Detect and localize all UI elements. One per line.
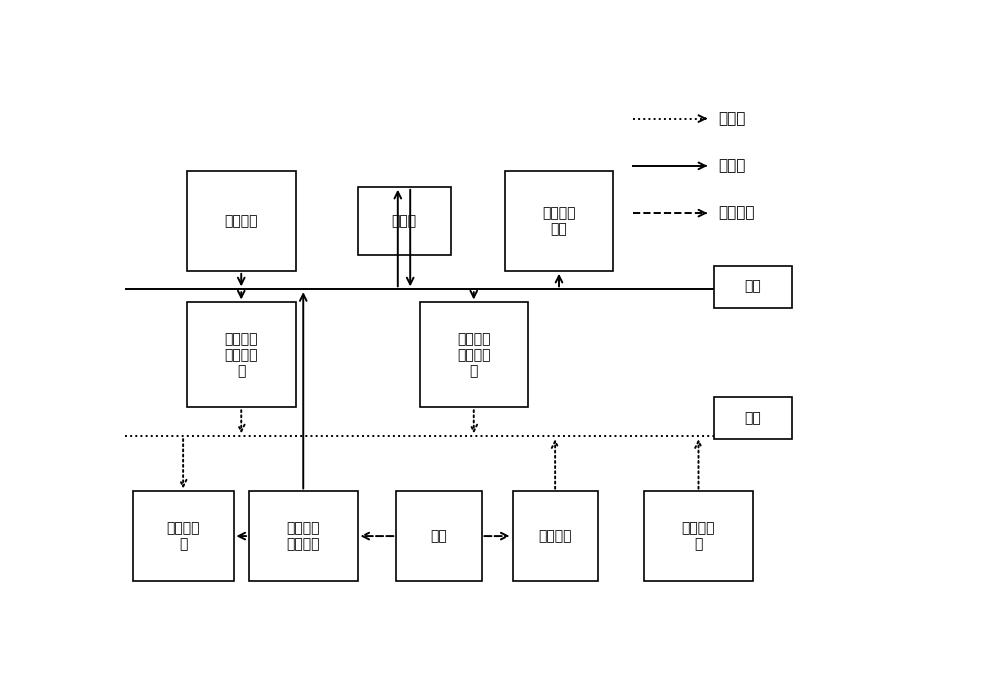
Bar: [358, 187, 450, 255]
Text: 空气源热
泵换热装
置: 空气源热 泵换热装 置: [457, 331, 490, 378]
Text: 热网: 热网: [744, 411, 761, 425]
Text: 光伏发电: 光伏发电: [224, 214, 258, 228]
Text: 设施农业
装置: 设施农业 装置: [542, 206, 576, 236]
Text: 锂电池: 锂电池: [391, 214, 417, 228]
Text: 热能流: 热能流: [718, 111, 745, 126]
Bar: [249, 492, 358, 581]
Bar: [714, 266, 792, 308]
Bar: [714, 397, 792, 439]
Bar: [187, 171, 296, 271]
Text: 吸收式热
泵: 吸收式热 泵: [166, 521, 200, 551]
Text: 电能流: 电能流: [718, 158, 745, 173]
Bar: [644, 492, 753, 581]
Bar: [187, 302, 296, 407]
Text: 沼气: 沼气: [430, 529, 447, 543]
Bar: [396, 492, 482, 581]
Text: 电网: 电网: [744, 280, 761, 294]
Text: 小型沼气
发电装置: 小型沼气 发电装置: [287, 521, 320, 551]
Bar: [505, 171, 613, 271]
Bar: [512, 492, 598, 581]
Text: 空气源热
泵换热装
置: 空气源热 泵换热装 置: [224, 331, 258, 378]
Text: 沼气锅炉: 沼气锅炉: [538, 529, 572, 543]
Bar: [420, 302, 528, 407]
Bar: [133, 492, 234, 581]
Text: 沼气能流: 沼气能流: [718, 206, 754, 220]
Text: 相变储热
器: 相变储热 器: [682, 521, 715, 551]
